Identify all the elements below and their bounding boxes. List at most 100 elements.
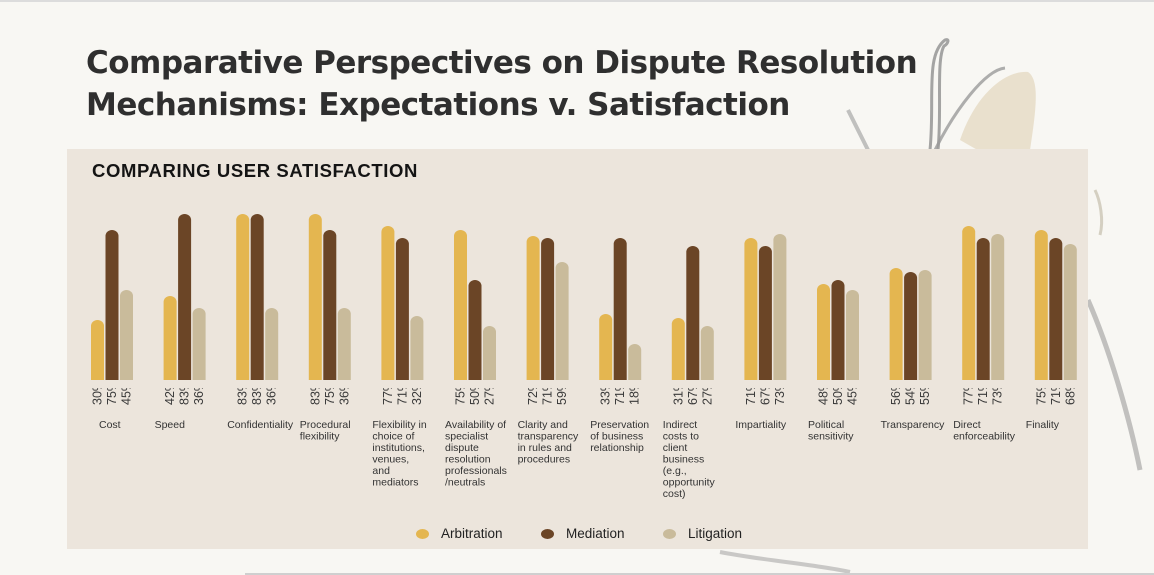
category-label-line: flexibility: [300, 431, 340, 443]
baseline-mask: [743, 380, 788, 388]
bar-litigation-impartiality: [773, 234, 787, 386]
baseline-mask: [453, 380, 497, 388]
baseline-mask: [380, 380, 425, 388]
bar-arbitration-confidentiality: [236, 214, 250, 386]
bar-arbitration-procedural-flexibility: [308, 214, 322, 386]
bar-group-direct-enforceability: 77% 71% 73%: [961, 226, 1006, 405]
category-label-line: Cost: [99, 419, 121, 431]
bar-arbitration-indirect-costs-to-client-business-e-g-opportunity-cost: [671, 318, 685, 386]
bar-group-availability-of-specialist-dispute-resolution-professionals-neutrals: 75% 50% 27%: [453, 230, 497, 405]
bar-group-preservation-of-business-relationship: 33% 71% 18%: [598, 238, 643, 405]
chart-legend: Arbitration Mediation Litigation: [0, 526, 1154, 546]
category-label-line: sensitivity: [808, 431, 854, 443]
bar-mediation-availability-of-specialist-dispute-resolution-professionals-neutrals: [468, 280, 482, 386]
bar-group-flexibility-in-choice-of-institutions-venues-and-mediators: 77% 71% 32%: [380, 226, 425, 405]
category-label-line: business: [663, 454, 704, 466]
bar-mediation-direct-enforceability: [976, 238, 990, 386]
bar-arbitration-direct-enforceability: [962, 226, 976, 386]
category-label-line: /neutrals: [445, 477, 485, 489]
bar-litigation-flexibility-in-choice-of-institutions-venues-and-mediators: [410, 316, 424, 386]
bar-group-political-sensitivity: 48% 50% 45%: [816, 280, 860, 405]
category-label-line: transparency: [518, 431, 579, 443]
bar-mediation-indirect-costs-to-client-business-e-g-opportunity-cost: [686, 246, 700, 386]
category-label-line: specialist: [445, 431, 488, 443]
bar-arbitration-transparency: [889, 268, 903, 386]
category-label-line: Flexibility in: [372, 419, 426, 431]
bar-arbitration-preservation-of-business-relationship: [599, 314, 613, 386]
category-label-line: Political: [808, 419, 844, 431]
category-label-direct-enforceability: Direct enforceability: [953, 419, 1016, 443]
category-label-line: venues,: [372, 454, 409, 466]
baseline-mask: [816, 380, 860, 388]
category-label-line: in rules and: [518, 442, 572, 454]
bar-group-cost: 30% 75% 45%: [90, 230, 134, 405]
bar-litigation-finality: [1063, 244, 1077, 386]
flower-stroke: [719, 550, 851, 574]
bar-litigation-transparency: [918, 270, 932, 386]
legend-label-mediation: Mediation: [566, 526, 625, 541]
bottom-border: [245, 573, 1154, 575]
category-label-confidentiality: Confidentiality: [227, 419, 294, 431]
category-label-indirect-costs-to-client-business-e-g-opportunity-cost: Indirect costs to client business (e.g., oppo…: [663, 419, 716, 500]
baseline-mask: [598, 380, 643, 388]
bar-litigation-speed: [192, 308, 206, 386]
category-label-line: Confidentiality: [227, 419, 294, 431]
bar-group-transparency: 56% 54% 55%: [888, 268, 933, 405]
baseline-mask: [525, 380, 570, 388]
bar-mediation-impartiality: [758, 246, 772, 386]
bar-litigation-confidentiality: [265, 308, 279, 386]
category-label-line: procedures: [518, 454, 571, 466]
category-label-availability-of-specialist-dispute-resolution-professionals-neutrals: Availability of specialist dispute resoluti…: [445, 419, 507, 489]
baseline-mask: [162, 380, 207, 388]
category-label-preservation-of-business-relationship: Preservation of business relationship: [590, 419, 649, 454]
bar-litigation-cost: [120, 290, 133, 386]
category-label-line: Clarity and: [518, 419, 568, 431]
category-label-line: Availability of: [445, 419, 506, 431]
bar-group-indirect-costs-to-client-business-e-g-opportunity-cost: 31% 67% 27%: [670, 246, 715, 405]
category-label-speed: Speed: [155, 419, 186, 431]
legend-item-mediation: Mediation: [541, 526, 625, 541]
category-label-line: Indirect: [663, 419, 698, 431]
bar-group-finality: 75% 71% 68%: [1033, 230, 1078, 405]
baseline-mask: [888, 380, 933, 388]
bar-mediation-procedural-flexibility: [323, 230, 337, 386]
category-label-line: resolution: [445, 454, 491, 466]
bar-group-clarity-and-transparency-in-rules-and-procedures: 72% 71% 59%: [525, 236, 570, 405]
legend-item-litigation: Litigation: [663, 526, 742, 541]
legend-swatch-litigation: [663, 528, 676, 539]
bar-litigation-procedural-flexibility: [337, 308, 351, 386]
legend-label-arbitration: Arbitration: [441, 526, 503, 541]
category-label-line: Procedural: [300, 419, 351, 431]
bar-litigation-clarity-and-transparency-in-rules-and-procedures: [555, 262, 569, 386]
bar-mediation-confidentiality: [250, 214, 264, 386]
category-label-line: professionals: [445, 465, 507, 477]
category-label-line: of business: [590, 431, 643, 443]
category-label-line: cost): [663, 488, 686, 500]
flower-stamen: [933, 66, 1006, 151]
flower-stroke: [1085, 298, 1143, 471]
category-label-finality: Finality: [1026, 419, 1060, 431]
bar-mediation-flexibility-in-choice-of-institutions-venues-and-mediators: [395, 238, 409, 386]
bar-arbitration-speed: [163, 296, 177, 386]
flower-stroke: [846, 109, 870, 151]
chart-title: COMPARING USER SATISFACTION: [92, 160, 418, 181]
baseline-mask: [1033, 380, 1078, 388]
category-label-line: choice of: [372, 431, 414, 443]
category-label-line: costs to: [663, 431, 699, 443]
bar-arbitration-impartiality: [744, 238, 758, 386]
category-label-line: Preservation: [590, 419, 649, 431]
bar-litigation-political-sensitivity: [846, 290, 859, 386]
legend-label-litigation: Litigation: [688, 526, 743, 541]
bar-arbitration-cost: [91, 320, 104, 386]
bar-mediation-clarity-and-transparency-in-rules-and-procedures: [541, 238, 555, 386]
category-label-line: enforceability: [953, 431, 1016, 443]
bar-mediation-transparency: [904, 272, 918, 386]
bar-mediation-finality: [1049, 238, 1063, 386]
category-label-line: Finality: [1026, 419, 1060, 431]
category-label-cost: Cost: [99, 419, 121, 431]
category-label-line: client: [663, 442, 688, 454]
legend-swatch-mediation: [541, 528, 554, 539]
flower-stamen: [928, 38, 950, 151]
